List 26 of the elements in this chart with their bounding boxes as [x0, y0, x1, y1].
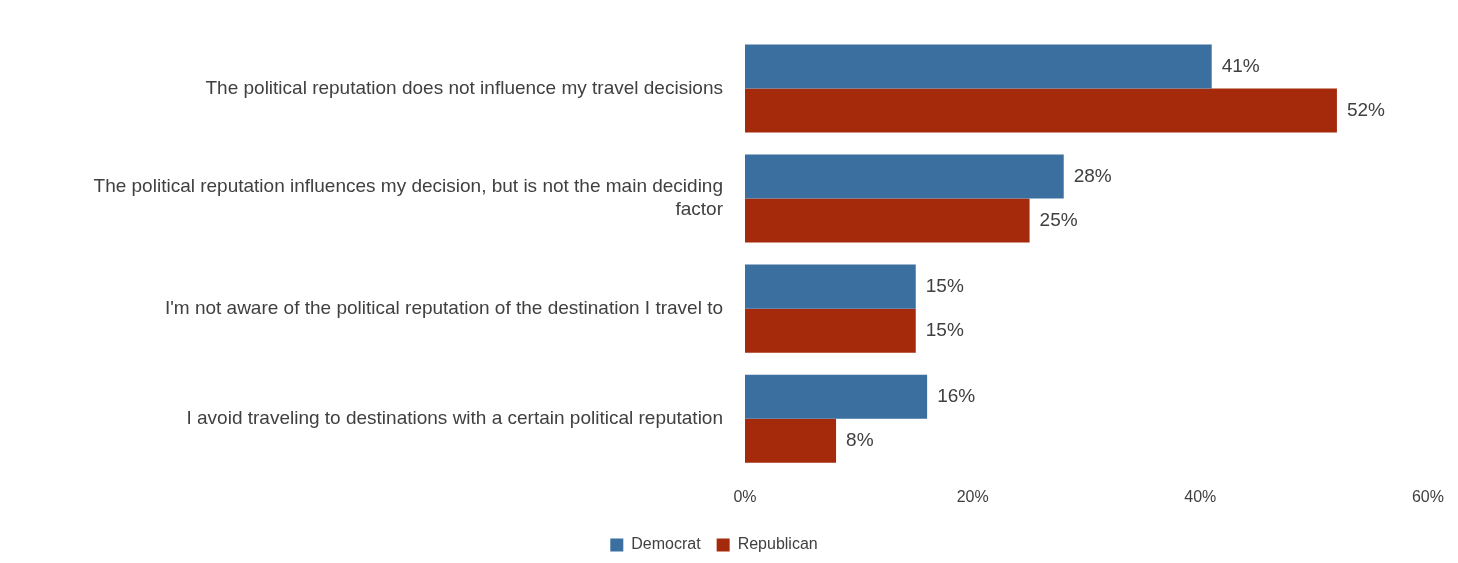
- bar: [745, 88, 1337, 133]
- y-tick-label: I avoid traveling to destinations with a certain political reputation: [186, 406, 723, 428]
- x-tick-label: 0%: [733, 487, 757, 505]
- y-tick-label: I'm not aware of the political reputation of the destination I travel to: [164, 296, 723, 318]
- y-tick-label: The political reputation does not influence my travel decisions: [205, 76, 723, 98]
- x-tick-label: 40%: [1184, 487, 1217, 505]
- bar: [745, 308, 916, 353]
- y-tick-label: The political reputation influences my decision, but is not the main deciding factor: [93, 175, 724, 220]
- legend-label: Republican: [737, 535, 818, 553]
- data-label: 52%: [1346, 98, 1386, 120]
- legend-label: Democrat: [631, 535, 702, 553]
- x-tick-label: 60%: [1411, 487, 1444, 505]
- x-tick-label: 20%: [956, 487, 989, 505]
- bar: [745, 418, 837, 463]
- bar: [745, 374, 928, 419]
- bar: [745, 198, 1030, 243]
- data-label: 25%: [1039, 208, 1078, 230]
- bar: [745, 264, 916, 309]
- data-label: 15%: [925, 274, 964, 296]
- bar: [745, 154, 1064, 199]
- data-label: 15%: [925, 318, 964, 340]
- data-label: 8%: [846, 429, 874, 450]
- data-label: 41%: [1221, 54, 1260, 76]
- data-label: 16%: [937, 384, 976, 406]
- bar: [745, 44, 1212, 89]
- data-label: 28%: [1073, 164, 1112, 186]
